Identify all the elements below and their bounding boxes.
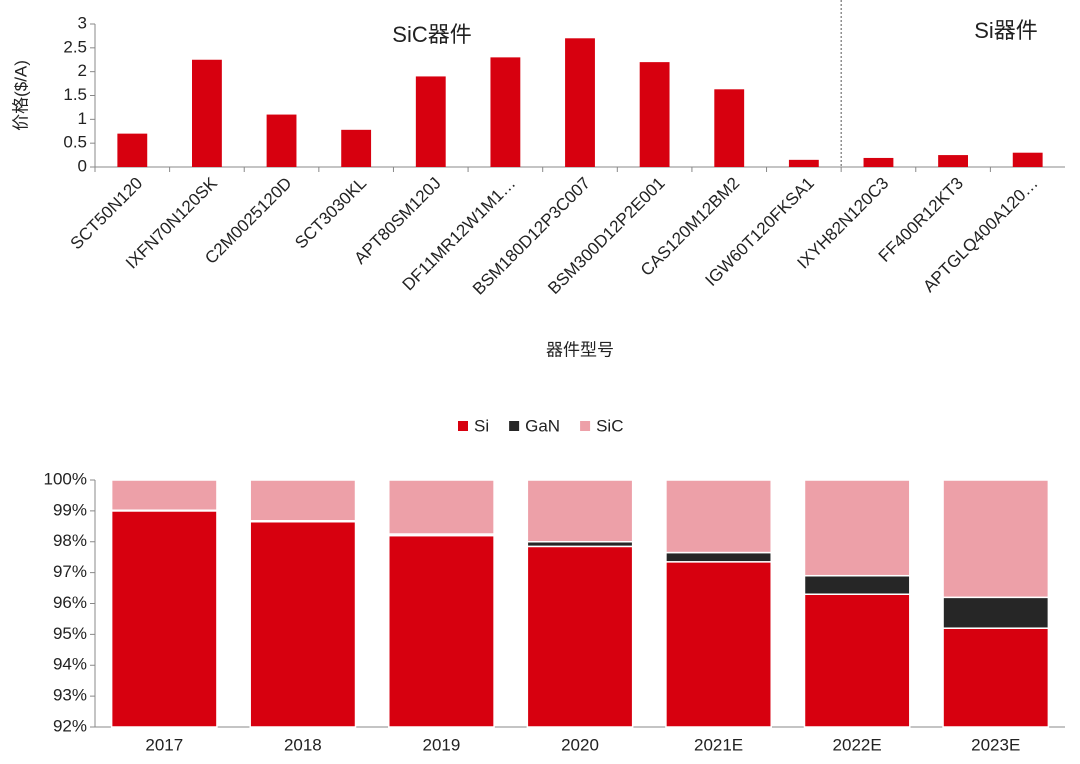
bar-segment — [665, 551, 772, 563]
x-axis-label: 器件型号 — [546, 340, 614, 359]
bar-segment — [665, 479, 772, 554]
bar-segment — [526, 545, 634, 728]
y-tick-label: 1 — [78, 109, 87, 128]
annotation: Si器件 — [974, 18, 1038, 43]
bar — [415, 76, 446, 167]
y-tick-label: 98% — [53, 531, 87, 550]
bar-segment — [942, 596, 1050, 629]
y-tick-label: 92% — [53, 716, 87, 735]
bar-segment — [388, 479, 495, 535]
legend-label: SiC — [596, 416, 623, 435]
x-tick-label: 2018 — [284, 735, 322, 754]
legend-swatch — [580, 421, 591, 431]
x-tick-label: SCT3030KL — [291, 174, 370, 253]
bar — [117, 133, 148, 167]
legend-swatch — [509, 421, 520, 431]
legend-label: GaN — [525, 416, 560, 435]
y-tick-label: 95% — [53, 624, 87, 643]
bar-segment — [249, 520, 357, 728]
bar-segment — [803, 574, 911, 595]
bar-segment — [110, 479, 218, 512]
legend-label: Si — [474, 416, 489, 435]
bar — [1012, 152, 1043, 167]
bar — [714, 89, 745, 167]
bar — [938, 155, 968, 167]
x-tick-label: 2022E — [833, 735, 882, 754]
legend-swatch — [458, 421, 468, 431]
bar-segment — [803, 479, 911, 577]
bar-segment — [110, 510, 218, 728]
bar-segment — [526, 479, 634, 543]
bar — [565, 38, 595, 167]
y-tick-label: 94% — [53, 655, 87, 674]
x-tick-label: SCT50N120 — [67, 174, 147, 254]
y-tick-label: 3 — [78, 13, 87, 32]
bar — [266, 114, 297, 167]
y-tick-label: 97% — [53, 562, 87, 581]
annotation: SiC器件 — [392, 22, 471, 47]
y-tick-label: 2 — [78, 61, 87, 80]
y-tick-label: 2.5 — [63, 37, 87, 56]
bar-segment — [803, 593, 911, 728]
bar — [341, 129, 372, 167]
x-tick-label: 2021E — [694, 735, 743, 754]
bar — [490, 57, 521, 167]
y-tick-label: 93% — [53, 686, 87, 705]
bar — [863, 157, 894, 167]
y-tick-label: 99% — [53, 500, 87, 519]
y-tick-label: 0 — [78, 156, 87, 175]
x-tick-label: 2020 — [561, 735, 599, 754]
bar-segment — [388, 534, 495, 728]
bar-segment — [249, 479, 357, 522]
bar-segment — [665, 561, 772, 728]
bar — [192, 59, 222, 167]
x-tick-label: 2019 — [423, 735, 461, 754]
y-tick-label: 0.5 — [63, 133, 87, 152]
y-tick-label: 96% — [53, 593, 87, 612]
bar-segment — [942, 627, 1050, 728]
bar — [639, 62, 670, 168]
y-tick-label: 100% — [44, 469, 87, 488]
bar — [788, 159, 819, 167]
y-axis-label: 价格($/A) — [11, 60, 30, 131]
x-tick-label: 2023E — [971, 735, 1020, 754]
y-tick-label: 1.5 — [63, 85, 87, 104]
x-tick-label: 2017 — [145, 735, 183, 754]
bar-segment — [942, 479, 1050, 599]
